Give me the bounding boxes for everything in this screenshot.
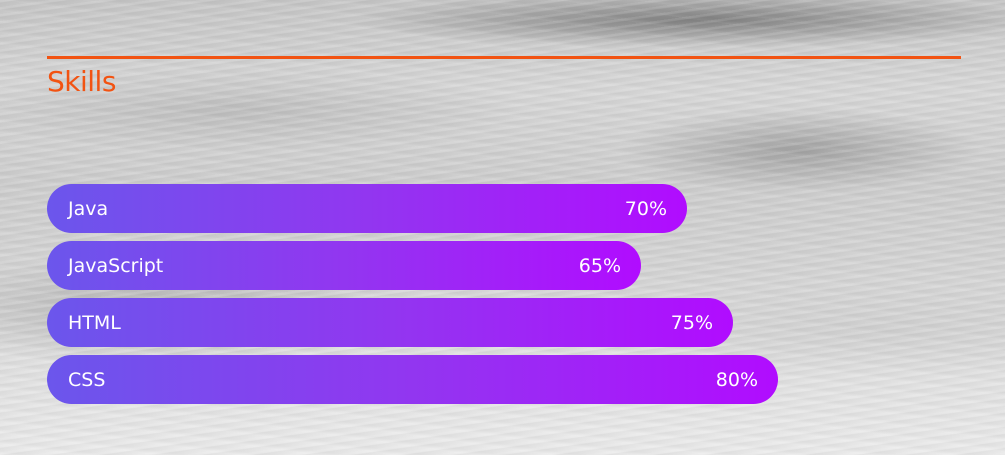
skill-name: HTML — [68, 311, 121, 334]
skill-name: CSS — [68, 368, 106, 391]
skills-list: Java 70% JavaScript 65% HTML 75% CSS 80% — [47, 184, 961, 412]
skill-bar-css: CSS 80% — [47, 355, 778, 404]
section-title: Skills — [47, 65, 116, 98]
skill-bar-html: HTML 75% — [47, 298, 733, 347]
skill-bar-java: Java 70% — [47, 184, 687, 233]
skill-percent: 70% — [624, 197, 667, 220]
skill-name: JavaScript — [68, 254, 164, 277]
skills-section-header: Skills — [47, 56, 961, 98]
skill-percent: 80% — [715, 368, 758, 391]
skill-percent: 65% — [578, 254, 621, 277]
skill-name: Java — [68, 197, 109, 220]
section-divider — [47, 56, 961, 59]
skill-bar-javascript: JavaScript 65% — [47, 241, 641, 290]
skill-percent: 75% — [670, 311, 713, 334]
